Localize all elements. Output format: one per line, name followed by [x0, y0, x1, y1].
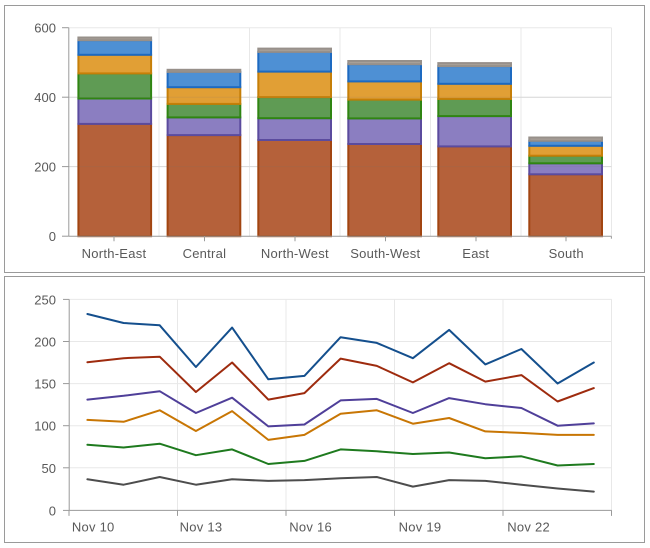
svg-text:Central: Central — [183, 246, 227, 261]
svg-text:Nov 13: Nov 13 — [180, 519, 223, 534]
svg-text:South-West: South-West — [350, 246, 420, 261]
svg-text:600: 600 — [34, 21, 56, 36]
svg-text:Nov 22: Nov 22 — [507, 519, 550, 534]
svg-text:Nov 16: Nov 16 — [289, 519, 332, 534]
svg-text:Nov 19: Nov 19 — [399, 519, 442, 534]
svg-text:50: 50 — [42, 461, 56, 476]
svg-text:200: 200 — [34, 160, 56, 175]
svg-text:0: 0 — [49, 503, 56, 518]
svg-text:400: 400 — [34, 90, 56, 105]
svg-text:North-East: North-East — [82, 246, 147, 261]
svg-text:East: East — [462, 246, 489, 261]
svg-text:Nov 10: Nov 10 — [72, 519, 115, 534]
svg-text:0: 0 — [49, 229, 56, 244]
svg-text:200: 200 — [34, 335, 56, 350]
svg-text:150: 150 — [34, 377, 56, 392]
svg-text:250: 250 — [34, 292, 56, 307]
svg-text:100: 100 — [34, 419, 56, 434]
svg-text:North-West: North-West — [261, 246, 329, 261]
svg-text:South: South — [549, 246, 584, 261]
